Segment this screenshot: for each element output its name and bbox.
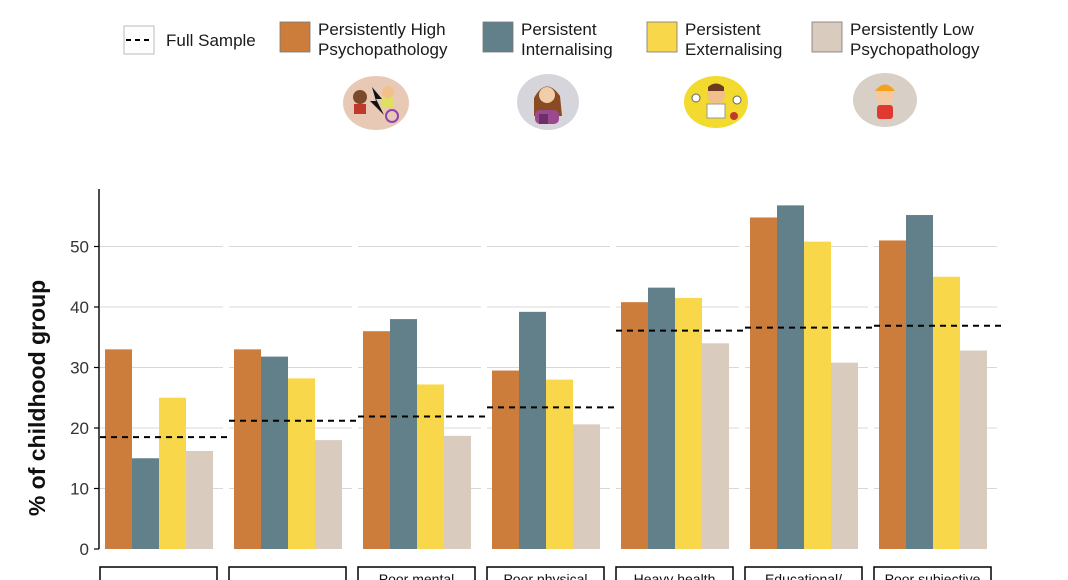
- bar-series-0-panel-1: [234, 349, 261, 549]
- bar-series-2-panel-0: [159, 397, 186, 549]
- bar-series-0-panel-4: [621, 302, 648, 549]
- facet-label-4: Heavy health: [634, 571, 716, 580]
- bar-series-3-panel-3: [573, 424, 600, 549]
- angry-boy-illustration-icon: [684, 76, 748, 128]
- y-tick-label: 50: [70, 238, 89, 257]
- bar-series-1-panel-6: [906, 215, 933, 550]
- bar-series-2-panel-2: [417, 384, 444, 549]
- facet-strip-6: [873, 566, 992, 580]
- bar-series-0-panel-2: [363, 331, 390, 549]
- legend-swatch-series-0: [279, 21, 311, 53]
- legend-item-series-2: Persistent Externalising: [646, 20, 782, 59]
- bar-series-3-panel-2: [444, 435, 471, 549]
- bar-series-1-panel-1: [261, 356, 288, 549]
- legend-label-series-3: Persistently Low Psychopathology: [850, 20, 980, 59]
- bar-series-0-panel-3: [492, 370, 519, 549]
- y-ticks: 0 10 20 30 40 50: [70, 238, 99, 559]
- bar-series-2-panel-4: [675, 297, 702, 549]
- legend-item-series-0: Persistently High Psychopathology: [279, 20, 448, 59]
- bar-series-1-panel-0: [132, 458, 159, 549]
- bar-series-0-panel-5: [750, 217, 777, 549]
- sad-girl-illustration-icon: [517, 74, 579, 130]
- legend-label-full-sample: Full Sample: [166, 31, 256, 50]
- legend-item-series-3: Persistently Low Psychopathology: [811, 20, 980, 59]
- facet-label-5: Educational/: [765, 571, 842, 580]
- facet-strip-1: [228, 566, 347, 580]
- y-tick-label: 10: [70, 480, 89, 499]
- bar-series-2-panel-6: [933, 276, 960, 549]
- y-tick-label: 30: [70, 359, 89, 378]
- facet-strip-3: [486, 566, 605, 580]
- bar-series-3-panel-4: [702, 343, 729, 549]
- legend-swatch-series-1: [482, 21, 514, 53]
- facet-strips: Poor mental Poor physical Heavy health Educ…: [99, 566, 992, 580]
- facet-strip-5: [744, 566, 863, 580]
- bar-series-1-panel-2: [390, 319, 417, 549]
- bar-series-2-panel-5: [804, 241, 831, 549]
- legend-label-line: Psychopathology: [850, 40, 980, 59]
- bar-series-0-panel-6: [879, 240, 906, 549]
- legend-label-series-1: Persistent Internalising: [521, 20, 613, 59]
- legend-label-line: Externalising: [685, 40, 782, 59]
- conflict-illustration-icon: [343, 76, 409, 130]
- y-tick-label: 40: [70, 298, 89, 317]
- bars: [105, 205, 987, 550]
- y-tick-label: 20: [70, 419, 89, 438]
- legend-label-line: Psychopathology: [318, 40, 448, 59]
- legend-item-full-sample: Full Sample: [123, 25, 256, 55]
- bar-series-3-panel-5: [831, 362, 858, 549]
- legend-label-line: Internalising: [521, 40, 613, 59]
- legend-label-series-2: Persistent Externalising: [685, 20, 782, 59]
- y-tick-label: 0: [80, 540, 89, 559]
- legend: Full Sample Persistently High Psychopatho…: [123, 20, 980, 59]
- bar-series-1-panel-4: [648, 287, 675, 549]
- legend-label-line: Persistent: [521, 20, 597, 39]
- bar-series-1-panel-5: [777, 205, 804, 550]
- facet-strip-4: [615, 566, 734, 580]
- facet-strip-0: [99, 566, 218, 580]
- bar-series-3-panel-6: [960, 350, 987, 549]
- facet-label-2: Poor mental: [379, 571, 454, 580]
- bar-series-0-panel-0: [105, 349, 132, 549]
- legend-label-series-0: Persistently High Psychopathology: [318, 20, 448, 59]
- calm-child-illustration-icon: [853, 73, 917, 127]
- bar-series-1-panel-3: [519, 311, 546, 549]
- legend-label-line: Persistently Low: [850, 20, 974, 39]
- bar-series-2-panel-1: [288, 378, 315, 549]
- y-axis-label: % of childhood group: [24, 280, 50, 516]
- bar-series-2-panel-3: [546, 379, 573, 549]
- legend-label-line: Persistently High: [318, 20, 446, 39]
- legend-swatch-series-3: [811, 21, 843, 53]
- legend-illustrations: [343, 73, 917, 130]
- legend-label-line: Persistent: [685, 20, 761, 39]
- facet-label-6: Poor subjective: [885, 571, 981, 580]
- facet-strip-2: [357, 566, 476, 580]
- bar-series-3-panel-1: [315, 440, 342, 549]
- bar-series-3-panel-0: [186, 450, 213, 549]
- legend-series-group: Persistently High PsychopathologyPersiste…: [279, 20, 980, 59]
- legend-item-series-1: Persistent Internalising: [482, 20, 613, 59]
- facet-label-3: Poor physical: [503, 571, 587, 580]
- legend-swatch-series-2: [646, 21, 678, 53]
